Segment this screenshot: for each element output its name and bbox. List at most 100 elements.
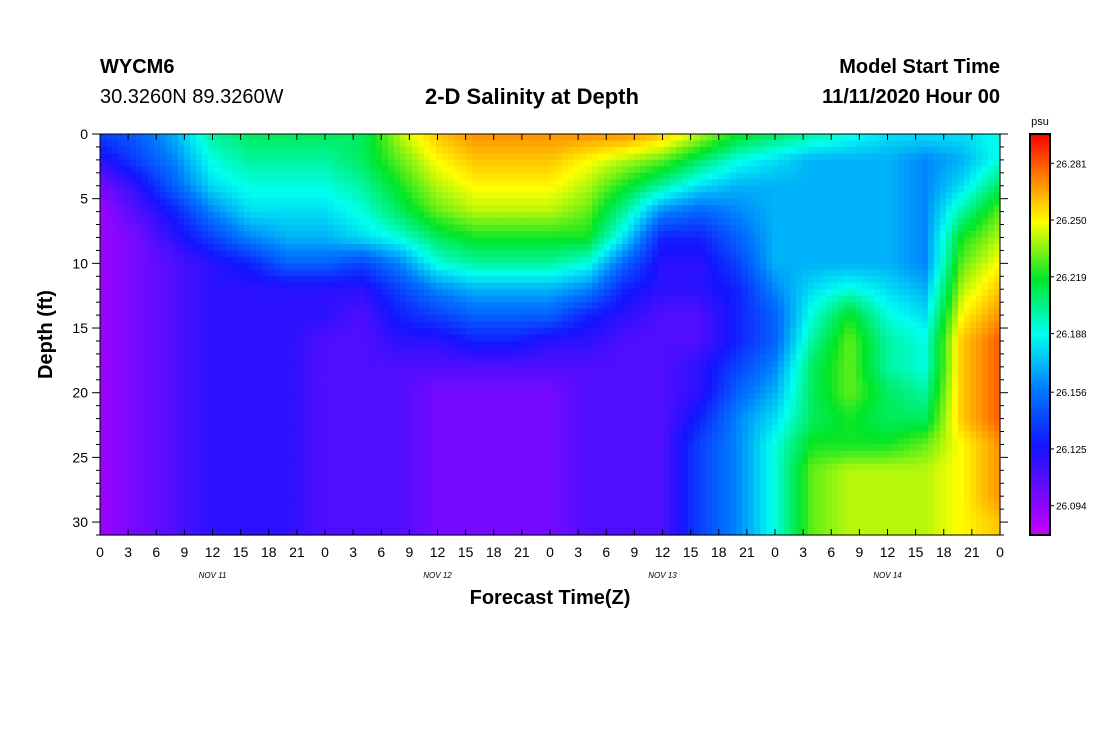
heatmap-cell	[838, 328, 845, 336]
heatmap-cell	[298, 243, 305, 252]
heatmap-cell	[766, 172, 773, 180]
heatmap-cell	[268, 237, 275, 245]
heatmap-cell	[316, 295, 323, 303]
heatmap-cell	[214, 321, 221, 329]
heatmap-cell	[622, 256, 629, 264]
heatmap-cell	[244, 159, 251, 167]
heatmap-cell	[988, 308, 995, 316]
heatmap-cell	[340, 321, 347, 329]
heatmap-cell	[574, 153, 581, 161]
heatmap-cell	[616, 282, 623, 290]
heatmap-cell	[832, 321, 839, 329]
heatmap-cell	[238, 172, 245, 180]
heatmap-cell	[892, 250, 899, 258]
heatmap-cell	[784, 237, 791, 245]
heatmap-cell	[580, 192, 587, 200]
heatmap-cell	[988, 218, 995, 226]
heatmap-cell	[328, 315, 335, 323]
heatmap-cell	[808, 256, 815, 264]
heatmap-cell	[706, 179, 713, 187]
heatmap-cell	[472, 321, 479, 329]
heatmap-cell	[718, 211, 725, 219]
heatmap-cell	[844, 198, 851, 206]
heatmap-cell	[568, 153, 575, 161]
heatmap-cell	[466, 289, 473, 297]
heatmap-cell	[676, 224, 683, 232]
heatmap-cell	[370, 315, 377, 323]
heatmap-cell	[964, 282, 971, 290]
heatmap-cell	[766, 153, 773, 161]
heatmap-cell	[544, 250, 551, 258]
heatmap-cell	[178, 321, 185, 329]
heatmap-cell	[484, 140, 491, 148]
heatmap-cell	[586, 289, 593, 297]
heatmap-cell	[340, 289, 347, 297]
heatmap-cell	[688, 134, 695, 142]
heatmap-cell	[160, 205, 167, 213]
heatmap-cell	[442, 211, 449, 219]
heatmap-cell	[142, 224, 149, 232]
heatmap-cell	[826, 192, 833, 200]
heatmap-cell	[502, 237, 509, 245]
heatmap-cell	[112, 282, 119, 290]
heatmap-cell	[886, 276, 893, 284]
heatmap-cell	[292, 308, 299, 316]
heatmap-cell	[820, 140, 827, 148]
heatmap-cell	[538, 302, 545, 310]
heatmap-cell	[652, 289, 659, 297]
heatmap-cell	[664, 328, 671, 336]
heatmap-cell	[784, 289, 791, 297]
heatmap-cell	[370, 282, 377, 290]
heatmap-cell	[442, 159, 449, 167]
heatmap-cell	[298, 282, 305, 290]
heatmap-cell	[802, 140, 809, 148]
heatmap-cell	[808, 302, 815, 310]
heatmap-cell	[568, 295, 575, 303]
heatmap-cell	[442, 302, 449, 310]
heatmap-cell	[316, 134, 323, 142]
heatmap-cell	[568, 134, 575, 142]
heatmap-cell	[694, 218, 701, 226]
heatmap-cell	[268, 321, 275, 329]
heatmap-cell	[778, 185, 785, 193]
heatmap-cell	[682, 340, 689, 349]
heatmap-cell	[166, 237, 173, 245]
heatmap-cell	[982, 192, 989, 200]
heatmap-cell	[922, 308, 929, 316]
heatmap-cell	[100, 315, 107, 323]
heatmap-cell	[748, 315, 755, 323]
heatmap-cell	[352, 134, 359, 142]
heatmap-cell	[406, 243, 413, 252]
heatmap-cell	[436, 134, 443, 142]
heatmap-cell	[970, 198, 977, 206]
heatmap-cell	[484, 243, 491, 252]
heatmap-cell	[478, 146, 485, 155]
heatmap-cell	[862, 205, 869, 213]
heatmap-cell	[766, 263, 773, 271]
heatmap-cell	[280, 276, 287, 284]
heatmap-cell	[424, 328, 431, 336]
heatmap-cell	[130, 134, 137, 142]
heatmap-cell	[898, 328, 905, 336]
heatmap-cell	[112, 321, 119, 329]
heatmap-cell	[640, 340, 647, 349]
heatmap-cell	[874, 146, 881, 155]
heatmap-cell	[808, 166, 815, 174]
heatmap-cell	[430, 295, 437, 303]
heatmap-cell	[346, 256, 353, 264]
heatmap-cell	[340, 134, 347, 142]
heatmap-cell	[490, 153, 497, 161]
heatmap-cell	[844, 237, 851, 245]
heatmap-cell	[256, 295, 263, 303]
heatmap-cell	[322, 334, 329, 342]
heatmap-cell	[550, 263, 557, 271]
heatmap-cell	[172, 172, 179, 180]
heatmap-cell	[454, 243, 461, 252]
heatmap-cell	[688, 243, 695, 252]
heatmap-cell	[982, 269, 989, 277]
heatmap-cell	[982, 282, 989, 290]
heatmap-cell	[598, 340, 605, 349]
heatmap-cell	[388, 218, 395, 226]
heatmap-cell	[898, 198, 905, 206]
heatmap-cell	[400, 159, 407, 167]
